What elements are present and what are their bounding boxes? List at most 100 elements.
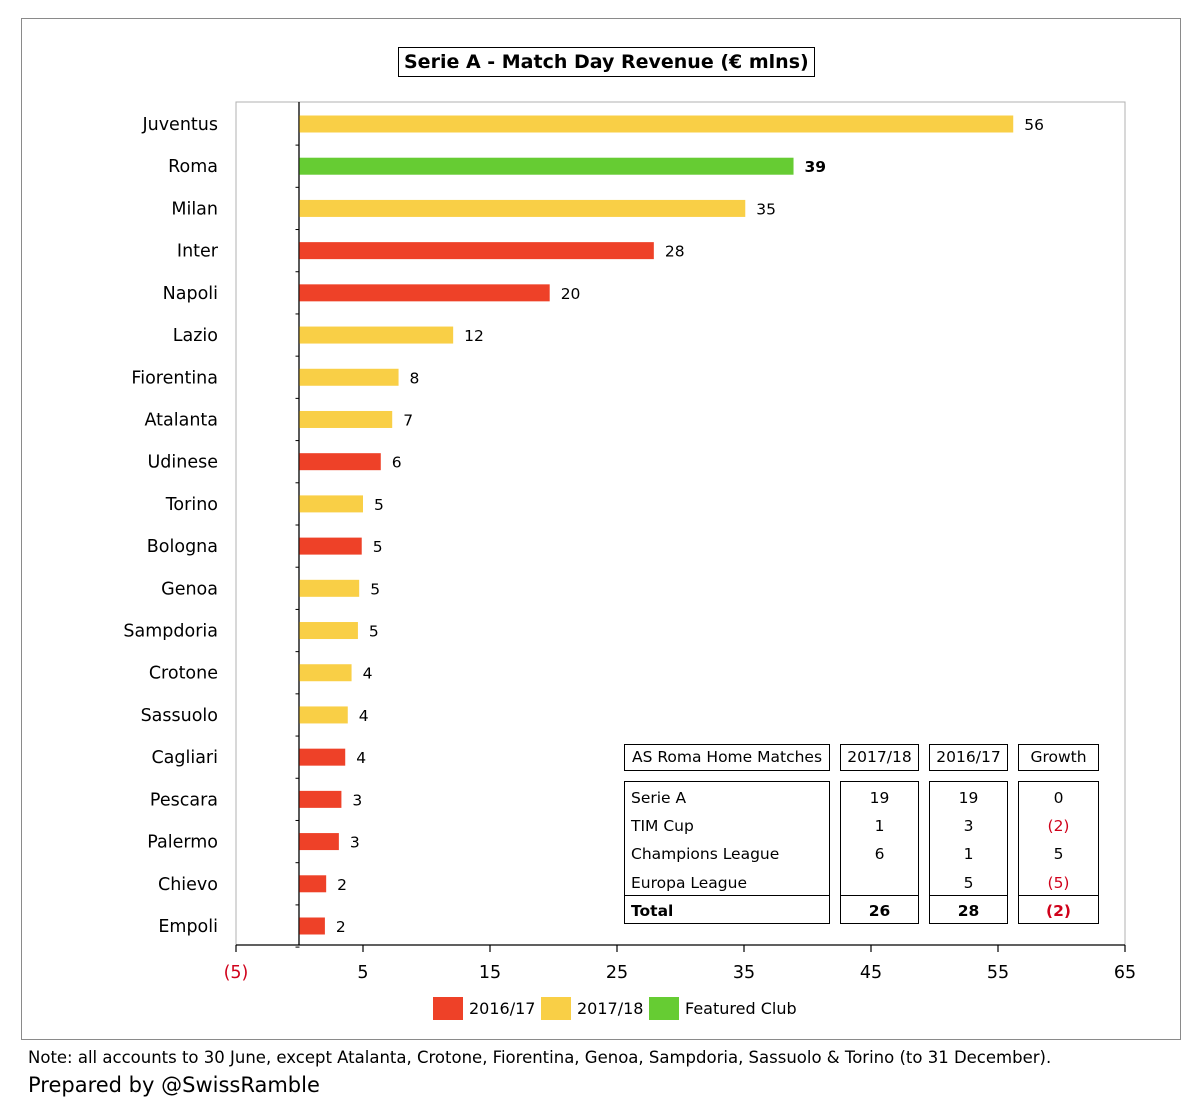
x-tick-label: 5 [357,963,368,983]
table-total-label: Total [631,902,674,920]
category-label: Chievo [158,875,218,895]
category-label: Lazio [173,326,218,346]
data-label: 3 [350,834,360,852]
category-label: Fiorentina [131,368,218,388]
category-label: Bologna [147,537,218,557]
inset-table-total-divider-2 [840,895,919,896]
inset-table-header-label: AS Roma Home Matches [631,748,823,766]
bar [299,790,342,808]
category-label: Juventus [141,115,218,135]
table-cell-growth: 5 [1053,845,1064,863]
category-label: Genoa [161,579,218,599]
category-label: Roma [168,157,218,177]
data-label: 56 [1024,116,1044,134]
legend-label: Featured Club [685,999,797,1018]
table-total-2017: 26 [868,902,891,920]
inset-table-header-2017-label: 2017/18 [847,748,912,766]
data-label: 6 [392,454,402,472]
data-label: 5 [370,580,380,598]
category-label: Sampdoria [123,622,218,642]
data-label: 28 [665,243,685,261]
table-row-label: Serie A [631,789,687,807]
bar [299,495,363,513]
bar [299,368,399,386]
x-tick-label: 35 [733,963,755,983]
legend-swatch [649,997,679,1020]
legend-label: 2017/18 [577,999,643,1018]
bar [299,833,339,851]
table-cell-2017: 1 [874,817,885,835]
inset-table-header-2016-label: 2016/17 [936,748,1001,766]
inset-table-2016-column [929,781,1008,924]
inset-table-header-growth-label: Growth [1030,748,1087,766]
category-label: Sassuolo [141,706,218,726]
inset-table-total-divider-3 [929,895,1008,896]
table-cell-growth: (2) [1047,817,1070,835]
inset-table-label-column [624,781,830,924]
data-label: 5 [369,623,379,641]
bar [299,875,327,893]
data-label: 8 [410,369,420,387]
category-label: Cagliari [151,748,218,768]
bar [299,157,794,175]
table-row-label: Europa League [631,874,747,892]
inset-table-total-divider-4 [1018,895,1099,896]
category-label: Pescara [150,790,218,810]
data-label: 2 [336,918,346,936]
data-label: 4 [363,665,373,683]
inset-table-header-2016: 2016/17 [929,744,1008,771]
bar [299,917,325,935]
table-total-growth: (2) [1046,902,1071,920]
credit: Prepared by @SwissRamble [28,1073,320,1097]
bar [299,410,393,428]
table-cell-2016: 1 [963,845,974,863]
category-label: Milan [171,199,218,219]
legend-swatch [541,997,571,1020]
category-label: Inter [177,242,219,262]
table-total-2016: 28 [957,902,980,920]
bar [299,242,654,260]
bar [299,453,381,471]
table-cell-growth: (5) [1047,874,1070,892]
x-tick-label: 25 [606,963,628,983]
category-label: Crotone [149,664,218,684]
bar [299,115,1014,133]
inset-table-2017-column [840,781,919,924]
inset-table-growth-column [1018,781,1099,924]
category-label: Atalanta [144,410,218,430]
inset-table-header-title: AS Roma Home Matches [624,744,830,771]
bar [299,579,360,597]
bar [299,199,746,217]
data-label: 5 [374,496,384,514]
footnote: Note: all accounts to 30 June, except At… [28,1048,1052,1067]
bar [299,622,358,640]
x-tick-label: 55 [987,963,1009,983]
data-label: 12 [464,327,484,345]
x-tick-label: 15 [479,963,501,983]
data-label: 39 [805,158,827,176]
data-label: 4 [356,749,366,767]
data-label: 20 [561,285,581,303]
table-cell-2016: 19 [958,789,979,807]
table-row-label: Champions League [631,845,780,863]
inset-table-header-2017: 2017/18 [840,744,919,771]
inset-table-total-divider-1 [624,895,830,896]
table-cell-2017: 19 [869,789,890,807]
inset-table-header-growth: Growth [1018,744,1099,771]
bar [299,664,352,682]
chart-title: Serie A - Match Day Revenue (€ mlns) [398,47,815,77]
bar [299,706,348,724]
chart-frame [21,18,1181,1040]
category-label: Torino [165,495,218,515]
table-row-label: TIM Cup [631,817,694,835]
bar [299,284,550,302]
category-label: Napoli [163,284,218,304]
data-label: 35 [756,200,776,218]
data-label: 5 [373,538,383,556]
x-tick-label: 65 [1114,963,1136,983]
table-cell-2016: 5 [963,874,974,892]
x-tick-label: 45 [860,963,882,983]
legend-label: 2016/17 [469,999,535,1018]
table-cell-2017: 6 [874,845,885,863]
